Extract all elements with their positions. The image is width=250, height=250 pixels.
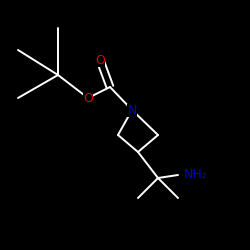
Text: NH₂: NH₂ [184, 168, 208, 181]
Text: O: O [83, 92, 93, 104]
Text: N: N [127, 104, 137, 117]
Text: O: O [95, 54, 105, 66]
